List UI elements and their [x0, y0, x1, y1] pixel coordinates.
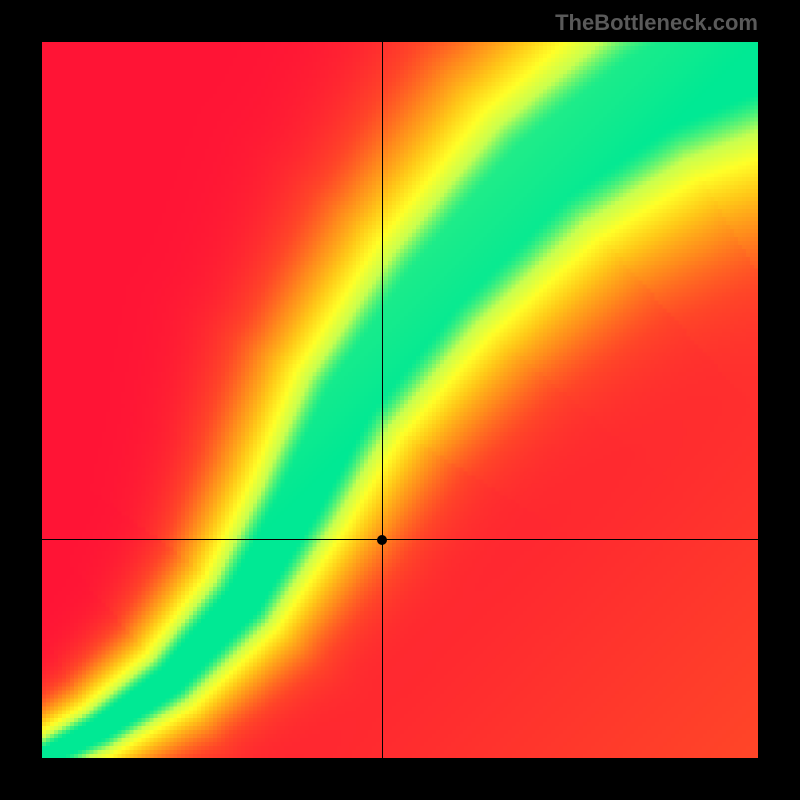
watermark-text: TheBottleneck.com	[555, 10, 758, 36]
marker-dot	[377, 535, 387, 545]
heatmap-canvas	[42, 42, 758, 758]
crosshair-horizontal	[42, 539, 758, 540]
chart-container: TheBottleneck.com	[0, 0, 800, 800]
crosshair-vertical	[382, 42, 383, 758]
